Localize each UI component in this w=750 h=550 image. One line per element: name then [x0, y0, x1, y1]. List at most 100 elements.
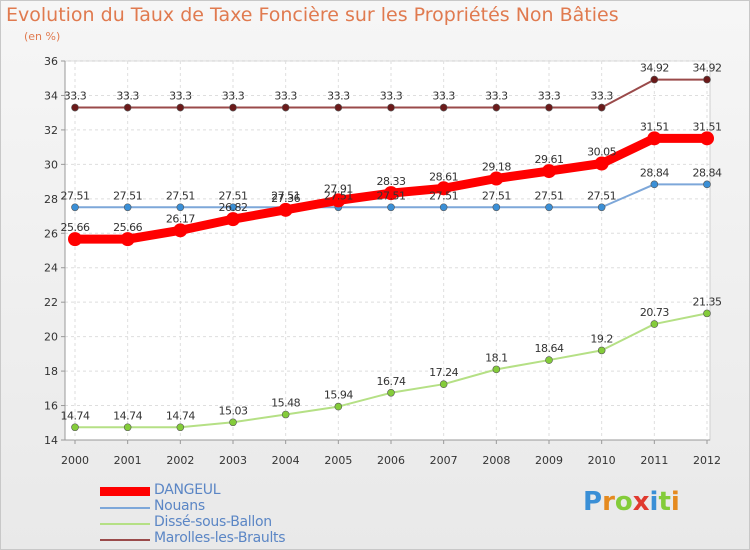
y-tick-label: 22 [44, 296, 58, 309]
legend-label: Marolles-les-Braults [154, 530, 286, 546]
x-tick-label: 2004 [272, 454, 300, 467]
legend-swatch [100, 523, 150, 525]
y-tick-label: 20 [44, 331, 58, 344]
x-tick-label: 2006 [377, 454, 405, 467]
data-point [278, 202, 293, 217]
data-label: 27.51 [482, 189, 511, 202]
data-point [123, 203, 132, 212]
data-point [229, 418, 237, 427]
y-tick-label: 18 [44, 365, 58, 378]
data-point [703, 180, 711, 189]
x-tick-label: 2009 [535, 454, 563, 467]
data-point [71, 103, 79, 112]
logo-letter: o [614, 487, 633, 517]
data-label: 31.51 [640, 120, 669, 133]
data-label: 16.74 [377, 375, 406, 388]
data-label: 33.3 [64, 90, 87, 103]
data-label: 27.51 [587, 189, 616, 202]
data-point [650, 320, 659, 328]
data-point [176, 423, 185, 432]
data-point [650, 180, 659, 189]
data-point [387, 203, 395, 212]
data-label: 29.61 [535, 153, 564, 166]
data-point [387, 388, 395, 397]
data-point [545, 103, 553, 112]
data-point [387, 103, 395, 112]
data-label: 27.51 [535, 189, 564, 202]
proxiti-logo: Proxiti [583, 487, 680, 517]
data-point [123, 103, 132, 112]
logo-letter: x [632, 487, 650, 517]
x-tick-label: 2007 [430, 454, 458, 467]
data-label: 18.1 [485, 351, 508, 364]
y-tick-label: 28 [44, 193, 58, 206]
y-tick-label: 26 [44, 227, 58, 240]
data-label: 27.91 [324, 182, 353, 195]
logo-letter: i [670, 487, 680, 517]
data-point [384, 186, 398, 201]
x-tick-label: 2005 [324, 454, 352, 467]
data-point [229, 203, 237, 212]
data-label: 15.03 [219, 404, 248, 417]
logo-letter: r [602, 487, 615, 517]
plot-area [64, 60, 711, 441]
data-point [492, 365, 501, 374]
data-label: 33.3 [116, 90, 139, 103]
data-point [489, 171, 504, 186]
data-label: 25.66 [113, 221, 142, 234]
data-label: 29.18 [482, 160, 511, 173]
x-tick-label: 2012 [693, 454, 721, 467]
data-label: 33.3 [485, 90, 508, 103]
data-label: 27.51 [61, 189, 90, 202]
data-label: 14.74 [166, 409, 195, 422]
data-point [439, 103, 448, 112]
legend-label: Nouans [154, 498, 205, 514]
data-label: 34.92 [640, 62, 669, 75]
data-point [492, 203, 501, 212]
legend-label: Dissé-sous-Ballon [154, 514, 272, 530]
y-tick-label: 36 [44, 55, 58, 68]
data-label: 31.51 [693, 120, 722, 133]
data-point [176, 103, 185, 112]
data-label: 33.3 [590, 90, 613, 103]
data-point [120, 232, 135, 247]
y-tick-label: 14 [44, 434, 58, 447]
legend-label: DANGEUL [154, 482, 221, 498]
data-point [439, 203, 448, 212]
data-point [597, 203, 606, 212]
data-point [229, 103, 237, 112]
data-point [542, 164, 556, 179]
data-point [700, 131, 714, 146]
data-point [647, 131, 662, 146]
data-label: 28.84 [640, 166, 669, 179]
data-point [334, 103, 343, 112]
data-label: 27.51 [113, 189, 142, 202]
data-label: 26.17 [166, 212, 195, 225]
data-label: 20.73 [640, 306, 669, 319]
data-label: 34.92 [693, 62, 722, 75]
logo-letter: P [583, 487, 603, 517]
data-label: 19.2 [590, 332, 613, 345]
data-point [703, 309, 711, 318]
data-label: 27.51 [324, 189, 353, 202]
data-label: 28.33 [377, 175, 406, 188]
data-point [226, 212, 240, 227]
data-label: 33.3 [327, 90, 350, 103]
data-point [173, 223, 188, 238]
data-label: 33.3 [380, 90, 403, 103]
x-tick-label: 2001 [114, 454, 142, 467]
data-label: 27.51 [429, 189, 458, 202]
data-label: 27.51 [377, 189, 406, 202]
y-tick-label: 16 [44, 400, 58, 413]
data-label: 33.3 [538, 90, 561, 103]
x-tick-label: 2008 [482, 454, 510, 467]
y-tick-label: 30 [44, 158, 58, 171]
logo-letter: t [658, 487, 671, 517]
data-label: 26.82 [219, 201, 248, 214]
legend-swatch [100, 539, 150, 541]
data-label: 33.3 [432, 90, 455, 103]
data-label: 27.51 [271, 189, 300, 202]
data-point [123, 423, 132, 432]
data-label: 14.74 [113, 409, 142, 422]
